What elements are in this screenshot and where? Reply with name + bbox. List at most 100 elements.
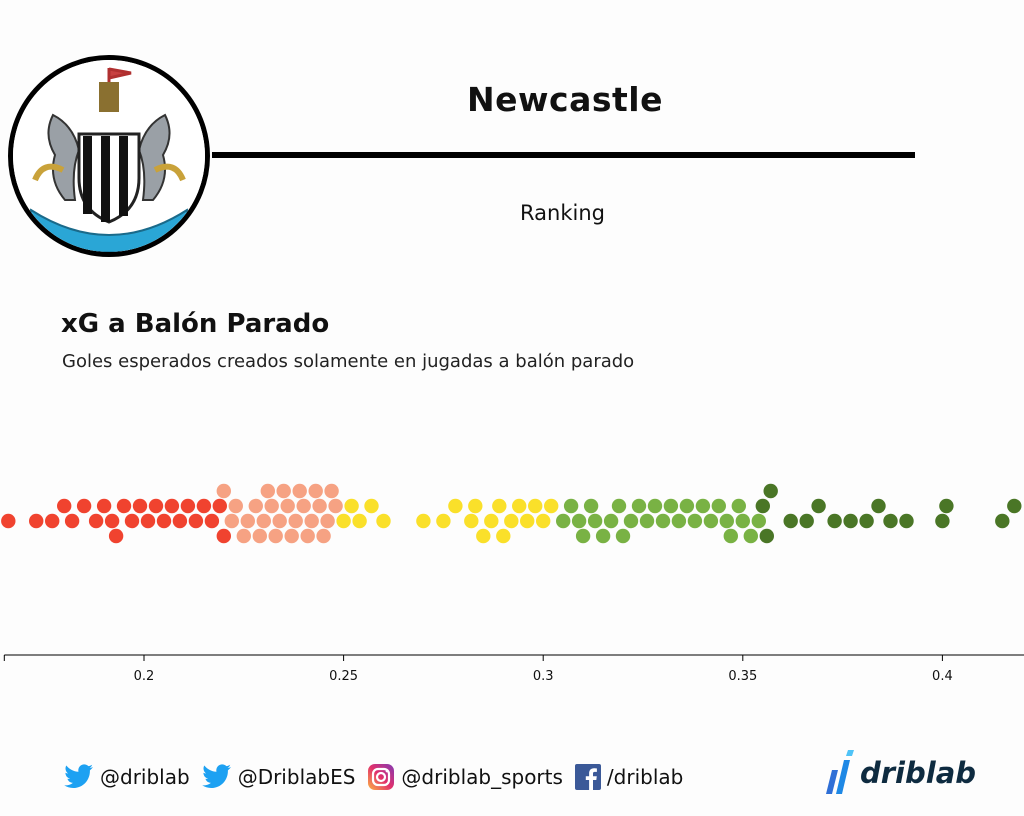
data-point [64,513,80,529]
data-point [312,498,327,514]
data-point [236,528,251,544]
data-point [468,498,483,514]
instagram-handle: @driblab_sports [401,765,563,789]
data-point [140,513,156,529]
data-point [164,498,180,514]
data-point [603,513,619,529]
data-point [364,498,379,514]
x-tick-label: 0.35 [728,669,757,684]
data-point [611,498,627,514]
data-point [320,513,335,529]
data-point [731,498,746,514]
data-point [292,483,307,499]
chart-subtitle: Goles esperados creados solamente en jug… [62,351,635,372]
twitter-link-1[interactable]: @driblab [64,764,190,790]
data-point [464,513,479,529]
facebook-link[interactable]: /driblab [574,764,684,790]
data-point [172,513,188,529]
data-point [899,513,914,529]
data-point [711,498,726,514]
data-point [248,498,263,514]
data-point [352,513,367,529]
data-point [631,498,647,514]
data-point [655,513,671,529]
data-point [284,528,299,544]
data-point [595,528,611,544]
data-point [252,528,267,544]
data-point [939,498,954,514]
data-point [300,528,315,544]
data-point [492,498,507,514]
data-point [212,498,227,514]
data-point [883,513,898,529]
data-point [188,513,204,529]
header-divider [212,152,915,158]
data-point [88,513,104,529]
data-point [196,498,212,514]
data-point [563,498,579,514]
data-point [1,513,16,529]
data-point [476,528,491,544]
data-point [308,483,323,499]
data-point [520,513,535,529]
driblab-mark-icon [826,750,854,794]
newcastle-crest-icon [13,60,205,252]
instagram-link[interactable]: @driblab_sports [367,763,563,791]
data-point [703,513,719,529]
data-point [512,498,527,514]
data-point [376,513,391,529]
data-point [528,498,543,514]
data-point [328,498,343,514]
facebook-handle: /driblab [606,765,684,789]
data-point [695,498,711,514]
data-point [288,513,303,529]
data-point [995,513,1010,529]
data-point [623,513,639,529]
data-point [116,498,132,514]
data-point [504,513,519,529]
data-point [108,528,124,544]
facebook-icon [574,764,601,790]
data-point [76,498,92,514]
data-point [45,513,60,529]
data-point [783,513,798,529]
team-name: Newcastle [467,80,663,119]
data-point [575,528,591,544]
x-tick-label: 0.2 [134,669,155,684]
twitter-handle-1: @driblab [100,765,190,789]
chart-title: xG a Balón Parado [61,309,330,339]
data-point [316,528,331,544]
data-point [276,483,291,499]
data-point [871,498,886,514]
data-point [935,513,950,529]
data-point [544,498,559,514]
data-point [296,498,311,514]
data-point [647,498,663,514]
x-tick-label: 0.4 [932,669,953,684]
twitter-icon [64,764,93,788]
data-point [304,513,319,529]
data-point [132,498,148,514]
data-point [687,513,703,529]
data-point [104,513,120,529]
data-point [216,483,231,499]
data-point [344,498,359,514]
data-point [755,498,770,514]
data-point [799,513,814,529]
data-point [416,513,431,529]
x-tick-label: 0.25 [329,669,358,684]
data-point [556,513,571,529]
data-points [1,483,1022,544]
data-point [96,498,112,514]
data-point [671,513,687,529]
data-point [763,483,778,499]
data-point [587,513,603,529]
data-point [264,498,279,514]
driblab-wordmark: driblab [860,756,977,790]
x-axis: 0.20.250.30.350.40.450.50.550.6 [3,654,1024,684]
twitter-handle-2: @DriblabES [237,765,356,789]
driblab-logo: driblab [822,750,976,796]
twitter-link-2[interactable]: @DriblabES [201,764,356,790]
data-point [260,483,275,499]
data-point [811,498,826,514]
